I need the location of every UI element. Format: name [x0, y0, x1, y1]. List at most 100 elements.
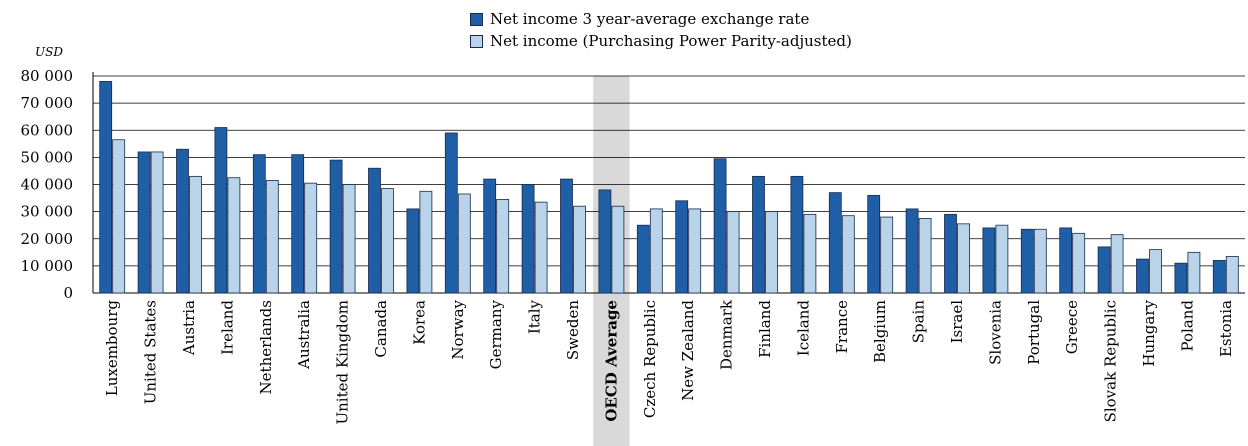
x-tick-label: Netherlands	[257, 300, 275, 394]
x-tick-label: Portugal	[1025, 300, 1043, 365]
bar-ppp	[381, 188, 394, 294]
bar-ppp	[841, 215, 855, 294]
bar-exchange-rate	[560, 178, 573, 294]
x-tick-label: Austria	[180, 300, 198, 356]
bar-exchange-rate	[1212, 260, 1226, 294]
y-tick-label: 0	[63, 284, 73, 302]
y-tick-label: 30 000	[21, 203, 74, 221]
y-tick-label: 60 000	[21, 121, 74, 139]
bar-ppp	[726, 211, 740, 294]
bar-exchange-rate	[521, 184, 535, 294]
bar-ppp	[342, 184, 356, 294]
bar-ppp	[1072, 232, 1086, 294]
y-tick-label: 70 000	[21, 94, 74, 112]
bar-ppp	[573, 205, 586, 294]
y-tick-label: 50 000	[21, 148, 74, 166]
bar-ppp	[227, 177, 241, 294]
x-tick-label: New Zealand	[679, 300, 697, 401]
bar-exchange-rate	[828, 192, 842, 294]
bar-exchange-rate	[675, 200, 689, 294]
x-tick-label: Denmark	[718, 299, 736, 370]
bar-ppp	[534, 201, 548, 294]
bar-exchange-rate	[1059, 227, 1073, 294]
bar-ppp	[649, 208, 663, 294]
y-tick-label: 20 000	[21, 230, 74, 248]
x-tick-label: Ireland	[218, 300, 236, 355]
bar-exchange-rate	[636, 224, 650, 294]
x-tick-label: Poland	[1178, 300, 1196, 352]
bar-ppp	[457, 193, 471, 294]
x-tick-label: Sweden	[564, 300, 582, 360]
legend-label: Net income (Purchasing Power Parity-adju…	[490, 32, 852, 50]
legend-item-ppp: Net income (Purchasing Power Parity-adju…	[470, 30, 852, 52]
x-tick-label: Greece	[1063, 300, 1081, 354]
bar-exchange-rate	[1097, 246, 1111, 294]
bar-ppp	[611, 205, 625, 294]
bar-ppp	[688, 208, 702, 294]
bar-exchange-rate	[1020, 228, 1034, 294]
bar-exchange-rate	[483, 178, 497, 294]
bar-ppp	[918, 218, 932, 294]
legend-swatch-dark-blue	[470, 12, 483, 26]
x-tick-label: Spain	[910, 300, 928, 344]
bar-ppp	[112, 139, 126, 294]
legend-label: Net income 3 year-average exchange rate	[490, 10, 810, 28]
x-tick-label: Czech Republic	[641, 300, 659, 418]
x-tick-label: Norway	[449, 299, 467, 359]
legend-item-exchange-rate: Net income 3 year-average exchange rate	[470, 8, 852, 30]
bar-exchange-rate	[329, 159, 343, 294]
x-tick-label: United Kingdom	[334, 300, 352, 425]
x-tick-label: Canada	[372, 300, 390, 358]
bar-exchange-rate	[444, 132, 458, 294]
x-tick-label: Iceland	[794, 300, 812, 357]
bar-exchange-rate	[598, 189, 612, 294]
x-tick-label: Slovenia	[986, 300, 1004, 365]
bar-exchange-rate	[368, 167, 381, 294]
bar-ppp	[265, 180, 279, 294]
bar-exchange-rate	[982, 227, 996, 294]
bar-ppp	[419, 190, 433, 294]
bar-ppp	[189, 175, 202, 294]
bar-exchange-rate	[752, 175, 765, 294]
bar-ppp	[1225, 255, 1239, 294]
bar-ppp	[765, 211, 778, 294]
bar-ppp	[304, 182, 318, 294]
bar-exchange-rate	[137, 151, 151, 294]
bar-ppp	[880, 216, 894, 294]
bar-ppp	[1187, 251, 1201, 294]
x-tick-label: France	[833, 300, 851, 354]
bar-exchange-rate	[905, 208, 919, 294]
x-tick-label: Estonia	[1217, 300, 1235, 357]
bar-exchange-rate	[790, 175, 804, 294]
bar-exchange-rate	[252, 154, 266, 294]
bar-exchange-rate	[867, 194, 881, 294]
x-tick-label: Israel	[948, 300, 966, 344]
bar-exchange-rate	[1136, 258, 1149, 294]
bar-exchange-rate	[1174, 262, 1188, 294]
bar-ppp	[150, 151, 164, 294]
bar-exchange-rate	[713, 158, 727, 294]
x-tick-label: Korea	[410, 300, 428, 345]
bar-ppp	[496, 199, 510, 294]
bar-ppp	[1033, 228, 1047, 294]
y-tick-label: 80 000	[21, 67, 74, 85]
x-tick-label: Hungary	[1140, 299, 1158, 366]
x-tick-label: Luxembourg	[103, 300, 121, 397]
x-tick-label: Germany	[487, 299, 505, 369]
legend: Net income 3 year-average exchange rate …	[470, 8, 852, 52]
y-axis-unit-label: USD	[35, 45, 63, 59]
bar-ppp	[803, 213, 817, 294]
bar-exchange-rate	[944, 213, 957, 294]
bar-ppp	[957, 223, 970, 294]
bar-ppp	[995, 224, 1009, 294]
x-tick-label: Australia	[295, 300, 313, 370]
x-tick-label: OECD Average	[602, 300, 620, 422]
bar-exchange-rate	[99, 81, 113, 294]
bar-ppp	[1149, 249, 1162, 294]
x-tick-label: United States	[142, 300, 160, 404]
bar-exchange-rate	[291, 154, 305, 294]
bar-exchange-rate	[214, 127, 228, 294]
bar-exchange-rate	[406, 208, 420, 294]
y-tick-label: 40 000	[21, 176, 74, 194]
